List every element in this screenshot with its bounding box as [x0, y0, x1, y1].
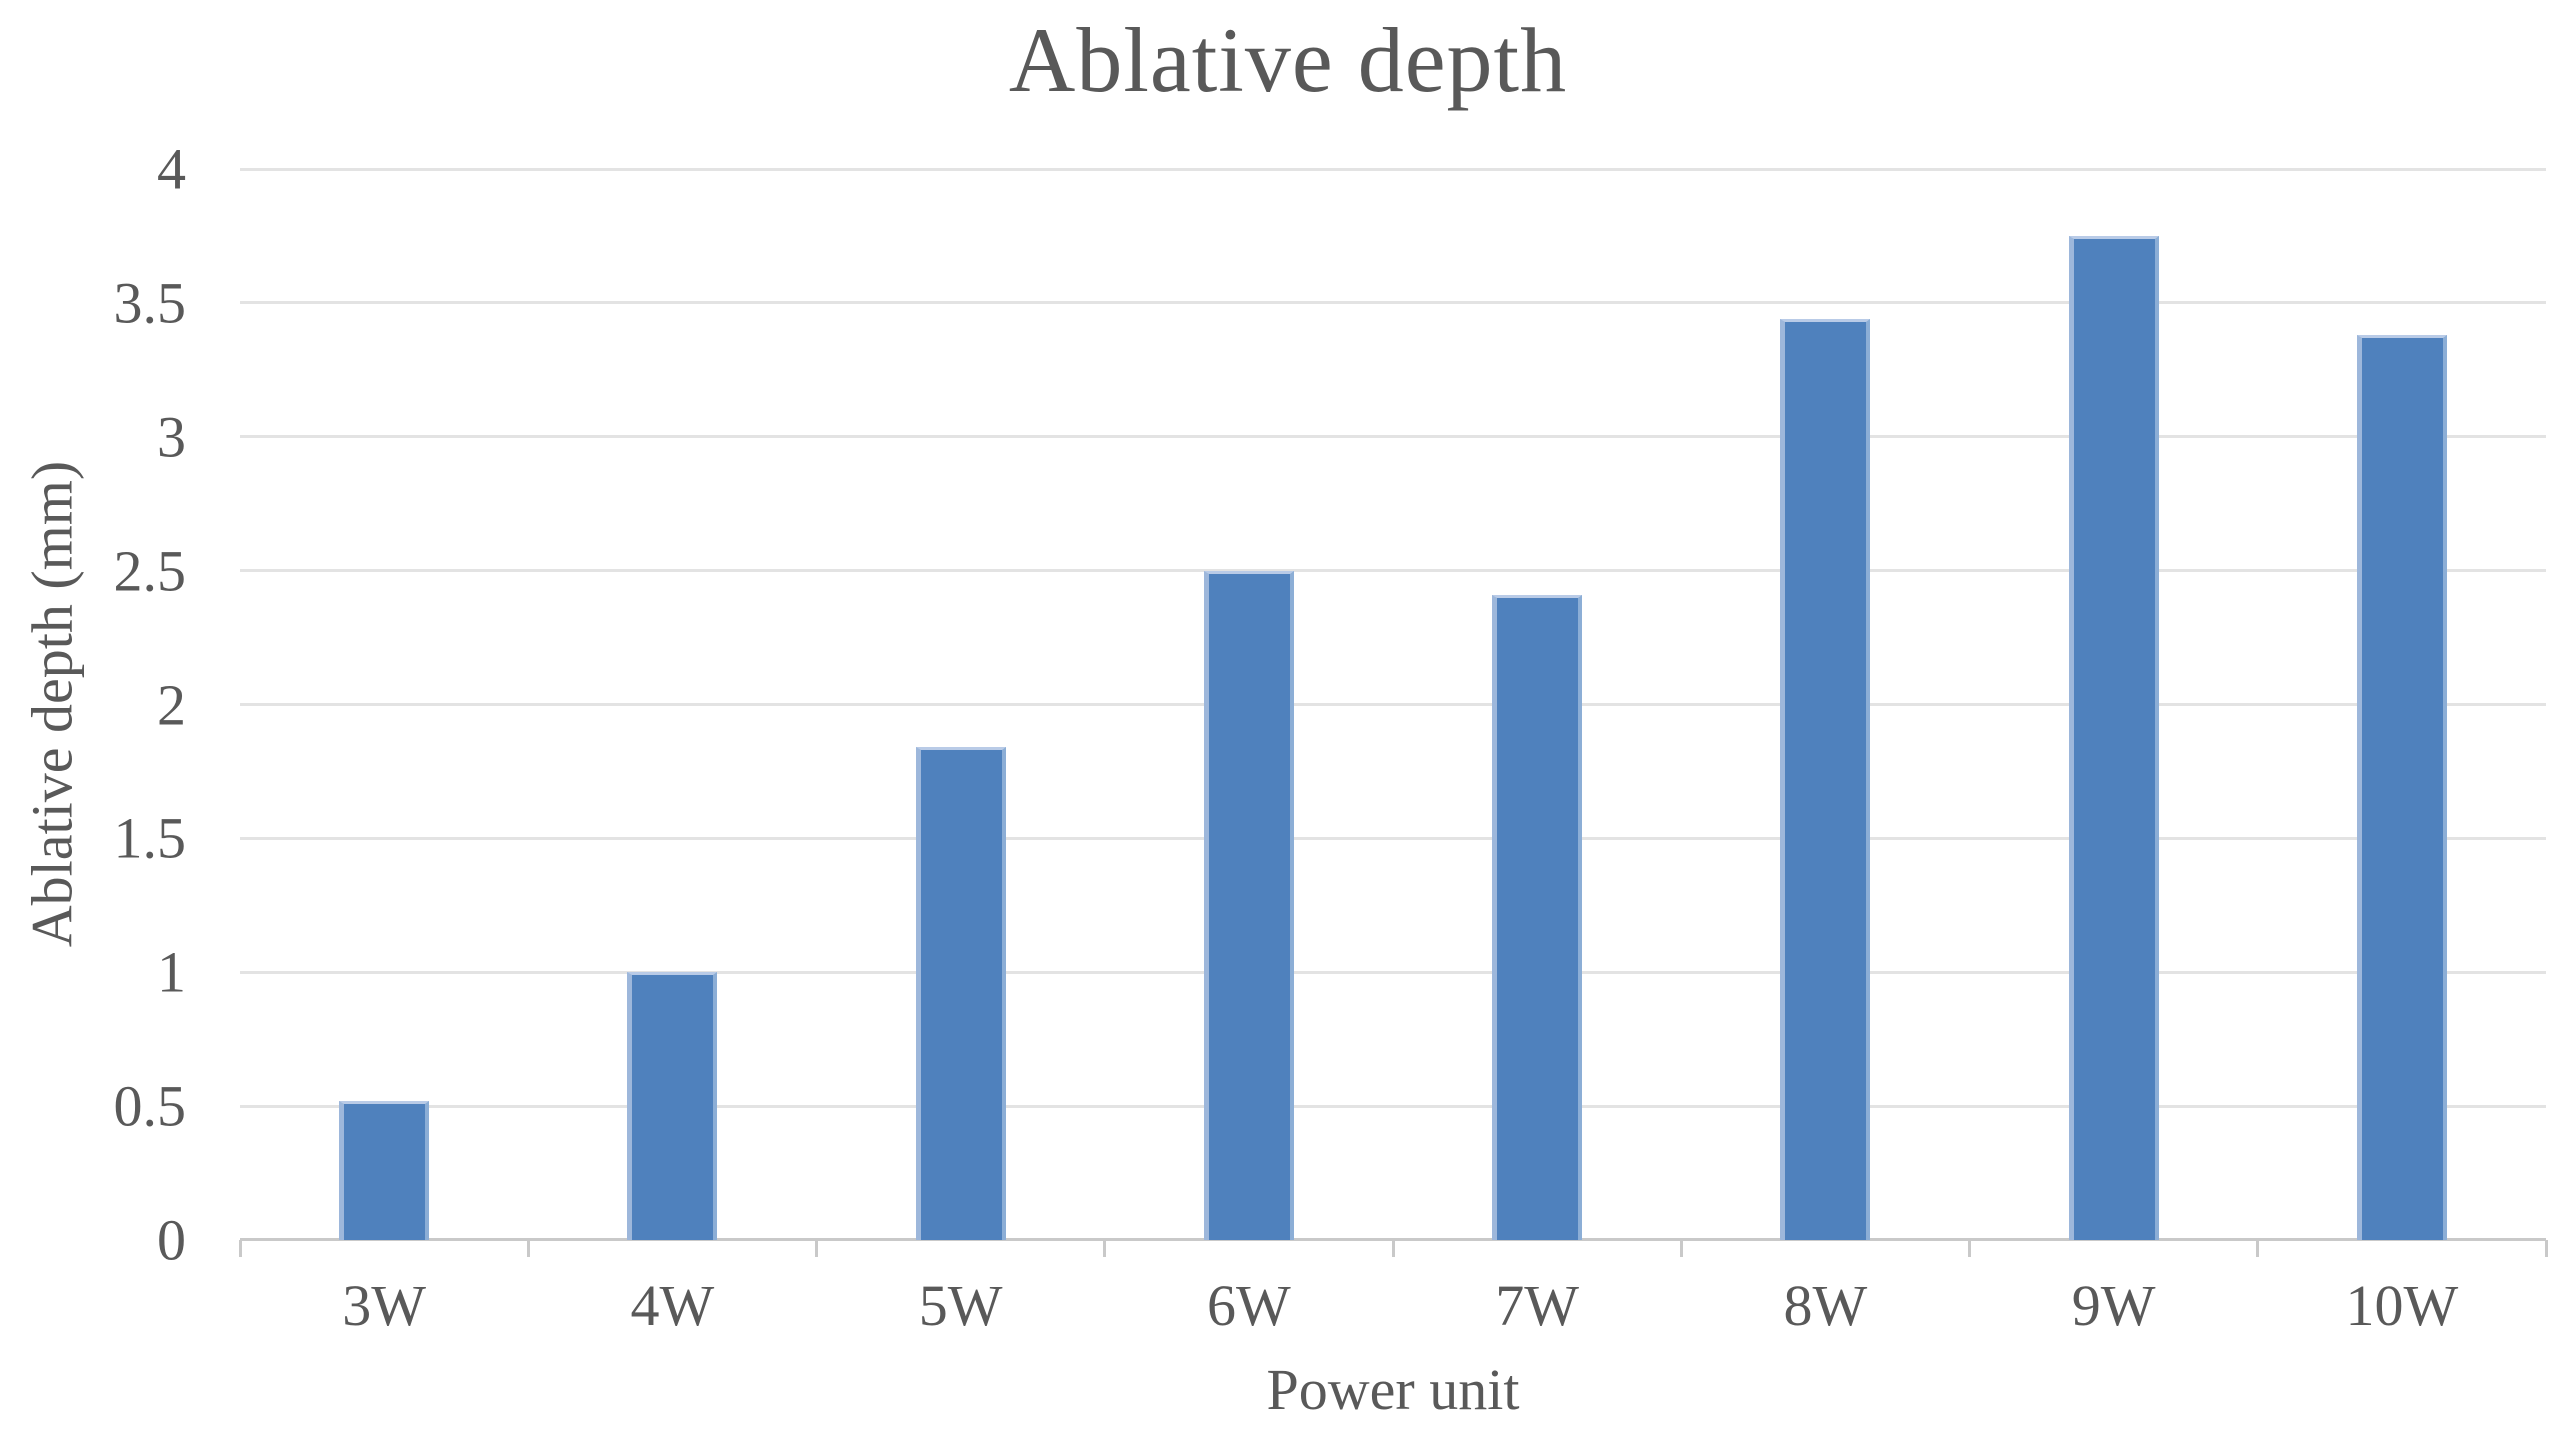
bar-10W: [2356, 335, 2447, 1240]
gridline-y-2.5: [240, 569, 2546, 573]
x-axis-tick-mark: [2544, 1240, 2548, 1257]
x-tick-label-7W: 7W: [1495, 1273, 1579, 1338]
gridline-y-4: [240, 167, 2546, 171]
x-tick-label-10W: 10W: [2345, 1273, 2459, 1338]
gridline-y-0.5: [240, 1104, 2546, 1108]
x-axis-tick-mark: [526, 1240, 530, 1257]
chart-title: Ablative depth: [1008, 9, 1568, 111]
bar-6W: [1203, 570, 1294, 1240]
y-tick-label-1: 1: [157, 939, 186, 1005]
x-axis-tick-mark: [238, 1240, 242, 1257]
x-axis-title: Power unit: [1266, 1357, 1520, 1422]
bar-9W: [2068, 235, 2159, 1240]
bar-3W: [339, 1100, 430, 1240]
x-axis-tick-mark: [1103, 1240, 1107, 1257]
x-tick-label-6W: 6W: [1207, 1273, 1291, 1338]
bar-5W: [915, 747, 1006, 1240]
bar-4W: [627, 972, 718, 1240]
y-tick-label-0: 0: [157, 1207, 186, 1273]
y-tick-label-2: 2: [157, 672, 186, 737]
x-axis-tick-mark: [815, 1240, 818, 1257]
bar-8W: [1780, 318, 1871, 1240]
gridline-y-3: [240, 435, 2546, 439]
x-tick-label-8W: 8W: [1783, 1273, 1868, 1338]
y-tick-label-0.5: 0.5: [113, 1073, 187, 1139]
gridline-y-1.5: [240, 836, 2546, 840]
x-tick-label-5W: 5W: [918, 1273, 1003, 1338]
x-axis-tick-mark: [1679, 1240, 1683, 1257]
gridline-y-2: [240, 703, 2546, 706]
x-tick-label-3W: 3W: [342, 1273, 426, 1338]
y-tick-label-1.5: 1.5: [113, 805, 187, 871]
x-axis-tick-mark: [1968, 1240, 1971, 1257]
gridline-y-3.5: [240, 301, 2546, 305]
y-tick-label-3: 3: [157, 404, 186, 470]
x-tick-label-9W: 9W: [2071, 1273, 2156, 1338]
y-tick-label-4: 4: [157, 136, 186, 202]
y-tick-label-3.5: 3.5: [113, 270, 187, 336]
gridline-y-1: [240, 970, 2546, 974]
x-tick-label-4W: 4W: [630, 1273, 715, 1338]
plot-area: [238, 167, 2548, 1257]
x-axis-tick-mark: [2256, 1240, 2260, 1257]
x-axis-line: [240, 1238, 2546, 1241]
y-tick-label-2.5: 2.5: [113, 538, 187, 604]
y-axis-title: Ablative depth (mm): [19, 460, 85, 948]
x-axis-tick-mark: [1391, 1240, 1395, 1257]
bar-7W: [1492, 594, 1583, 1240]
